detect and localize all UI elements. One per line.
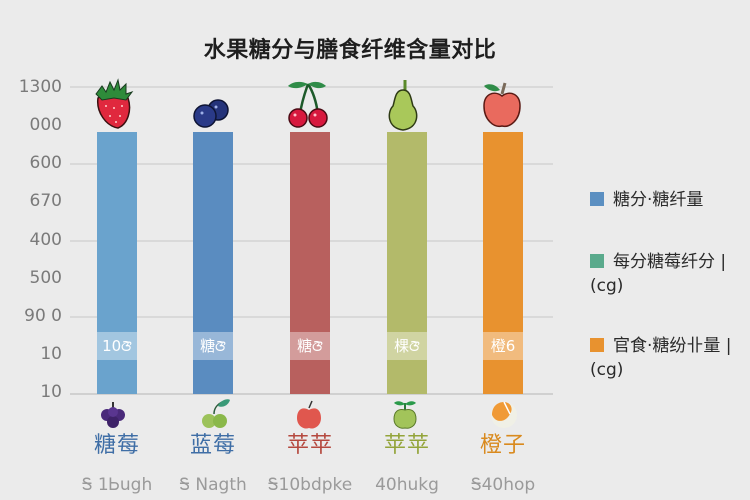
y-tick: 10: [40, 382, 62, 402]
legend-unit: (cg): [590, 276, 624, 296]
strawberry-icon: [95, 78, 134, 129]
y-tick: 670: [29, 191, 62, 211]
legend-label: 每分糖莓纤分 |: [613, 252, 727, 272]
orange-icon: [491, 401, 517, 428]
category-label: 蓝莓: [189, 433, 236, 458]
green-berry-icon: [202, 399, 230, 428]
legend-item[interactable]: 官食·糖纷卝量 | (cg): [590, 334, 732, 382]
category-label: 糖莓: [93, 433, 140, 458]
legend-swatch: [590, 254, 604, 268]
y-tick: 000: [29, 115, 62, 135]
bar-3[interactable]: 棵ꢆ: [387, 132, 427, 394]
green-apple-icon: [393, 401, 417, 429]
category-label: 苹苹: [286, 433, 333, 458]
x-axis-baseline: [70, 393, 553, 395]
category-sublabel: Ꭶ10bdpke: [267, 475, 353, 495]
gridline: [70, 86, 553, 88]
category-sublabel: Ꭶ Nagth: [179, 475, 247, 495]
bar-4[interactable]: 橙6: [483, 132, 523, 394]
category-sublabel: Ꭶ 1Ꮟugh: [81, 475, 153, 495]
category-label: 苹苹: [383, 433, 430, 458]
apple-icon: [483, 82, 521, 128]
legend-item[interactable]: 每分糖莓纤分 | (cg): [590, 250, 726, 298]
bar-2[interactable]: 糖ꢆ: [290, 132, 330, 394]
y-tick: 90 0: [24, 306, 62, 326]
legend-swatch: [590, 192, 604, 206]
bar-value-label: 棵ꢆ: [387, 332, 427, 360]
cherry-icon: [288, 81, 328, 128]
legend-unit: (cg): [590, 360, 624, 380]
category-sublabel: 40hukg: [375, 475, 439, 495]
category-label: 橙子: [479, 433, 526, 458]
bar-value-label: 糖ꢆ: [193, 332, 233, 360]
grape-icon: [101, 402, 125, 428]
legend-item[interactable]: 糖分·糖纤量: [590, 188, 703, 212]
bar-value-label: 橙6: [483, 332, 523, 360]
bar-1[interactable]: 糖ꢆ: [193, 132, 233, 394]
blueberry-icon: [193, 99, 229, 128]
y-tick: 500: [29, 268, 62, 288]
legend-swatch: [590, 338, 604, 352]
chart-title: 水果糖分与膳食纤维含量对比: [203, 38, 497, 63]
bar-0[interactable]: 10ꢆ: [97, 132, 137, 394]
y-tick: 400: [29, 230, 62, 250]
y-tick: 1300: [18, 77, 62, 97]
category-sublabel: Ꭶ40hop: [470, 475, 536, 495]
y-tick: 10: [40, 344, 62, 364]
apple-icon: [297, 400, 321, 429]
legend-label: 官食·糖纷卝量 |: [613, 336, 732, 356]
pear-icon: [388, 80, 418, 131]
legend-label: 糖分·糖纤量: [613, 190, 704, 210]
y-tick: 600: [29, 153, 62, 173]
bar-value-label: 10ꢆ: [97, 332, 137, 360]
bar-value-label: 糖ꢆ: [290, 332, 330, 360]
